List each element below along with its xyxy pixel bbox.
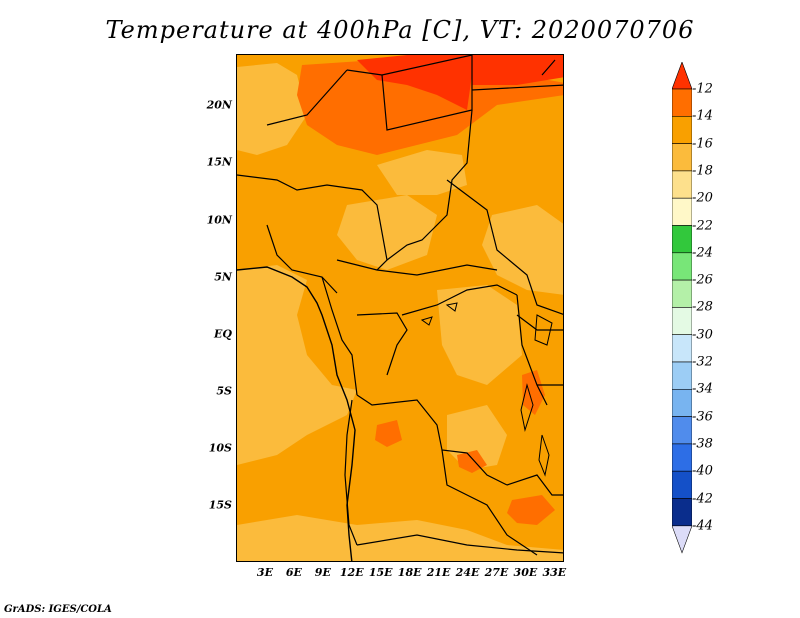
colorbar-swatch — [672, 62, 692, 90]
colorbar-swatch — [672, 416, 692, 445]
colorbar-level-label: -44 — [692, 518, 713, 534]
colorbar: -12 -14 -16 -18 -20 -22 -24 -26 -28 -30 -32 -34 -36 -… — [672, 62, 732, 562]
map-canvas — [237, 55, 563, 561]
colorbar-level-label: -24 — [692, 245, 713, 261]
country-boundaries — [237, 55, 563, 556]
temperature-map — [236, 54, 564, 562]
contour-band-18-16-central — [337, 195, 437, 270]
lon-tick-label: 3E — [256, 566, 273, 579]
colorbar-swatch — [672, 252, 692, 281]
lon-tick-label: 33E — [542, 566, 567, 579]
lon-tick-label: 24E — [455, 566, 480, 579]
colorbar-swatch — [672, 115, 692, 144]
colorbar-level-label: -40 — [692, 463, 713, 479]
lon-tick-label: 12E — [339, 566, 364, 579]
latitude-axis: 20N 15N 10N 5N EQ 5S 10S 15S — [180, 54, 232, 562]
colorbar-swatch — [672, 279, 692, 308]
contour-band-18-16-west — [237, 63, 307, 155]
grads-credit: GrADS: IGES/COLA — [4, 604, 112, 615]
lon-tick-label: 18E — [397, 566, 422, 579]
colorbar-level-label: -28 — [692, 299, 713, 315]
colorbar-swatch — [672, 88, 692, 117]
lat-tick-label: 10N — [206, 213, 232, 227]
coastline — [237, 266, 356, 561]
colorbar-level-label: -14 — [692, 108, 713, 124]
map-title: Temperature at 400hPa [C], VT: 202007070… — [105, 16, 695, 44]
lon-tick-label: 21E — [426, 566, 451, 579]
lon-tick-label: 9E — [314, 566, 331, 579]
colorbar-swatches — [672, 62, 692, 554]
colorbar-swatch — [672, 225, 692, 254]
contour-band-above-12 — [357, 55, 472, 110]
colorbar-level-label: -38 — [692, 436, 713, 452]
colorbar-swatch — [672, 470, 692, 499]
colorbar-swatch — [672, 388, 692, 417]
lon-tick-label: 6E — [285, 566, 302, 579]
lat-tick-label: EQ — [214, 327, 232, 341]
lakes — [420, 302, 553, 477]
lat-tick-label: 10S — [208, 441, 232, 455]
lon-tick-label: 30E — [513, 566, 538, 579]
lat-tick-label: 5S — [216, 384, 232, 398]
contour-band-18-16-east — [482, 205, 563, 295]
colorbar-swatch — [672, 443, 692, 472]
colorbar-swatch — [672, 525, 692, 554]
colorbar-level-label: -26 — [692, 272, 713, 288]
colorbar-swatch — [672, 170, 692, 199]
colorbar-level-label: -22 — [692, 218, 713, 233]
lon-tick-label: 27E — [484, 566, 509, 579]
contour-band-14-12-lake-region — [522, 370, 545, 415]
contour-band-18-16-north-central — [377, 150, 467, 195]
colorbar-level-label: -32 — [692, 354, 713, 370]
contour-band-18-16-congo — [437, 285, 522, 385]
longitude-axis: 3E 6E 9E 12E 15E 18E 21E 24E 27E 30E 33E — [236, 566, 567, 582]
colorbar-level-label: -36 — [692, 409, 713, 425]
contour-band-14-12-mozambique — [507, 495, 555, 525]
colorbar-level-label: -42 — [692, 491, 713, 506]
lat-tick-label: 15S — [208, 498, 232, 512]
colorbar-swatch — [672, 197, 692, 226]
lat-tick-label: 20N — [206, 98, 232, 112]
contour-band-14-12-angola — [375, 420, 402, 447]
colorbar-level-label: -18 — [692, 163, 713, 179]
colorbar-level-label: -16 — [692, 136, 713, 152]
colorbar-level-label: -34 — [692, 381, 713, 397]
contour-band-above-12-east — [472, 55, 563, 85]
colorbar-level-label: -20 — [692, 190, 713, 206]
colorbar-level-label: -30 — [692, 327, 713, 343]
colorbar-swatch — [672, 334, 692, 363]
red-sea-coast — [541, 59, 556, 76]
lon-tick-label: 15E — [368, 566, 393, 579]
colorbar-level-label: -12 — [692, 81, 713, 97]
colorbar-swatch — [672, 361, 692, 390]
colorbar-swatch — [672, 143, 692, 172]
lat-tick-label: 5N — [214, 270, 232, 284]
colorbar-swatch — [672, 498, 692, 527]
colorbar-swatch — [672, 307, 692, 335]
contour-band-18-16-coast — [237, 265, 357, 465]
lat-tick-label: 15N — [206, 155, 232, 169]
